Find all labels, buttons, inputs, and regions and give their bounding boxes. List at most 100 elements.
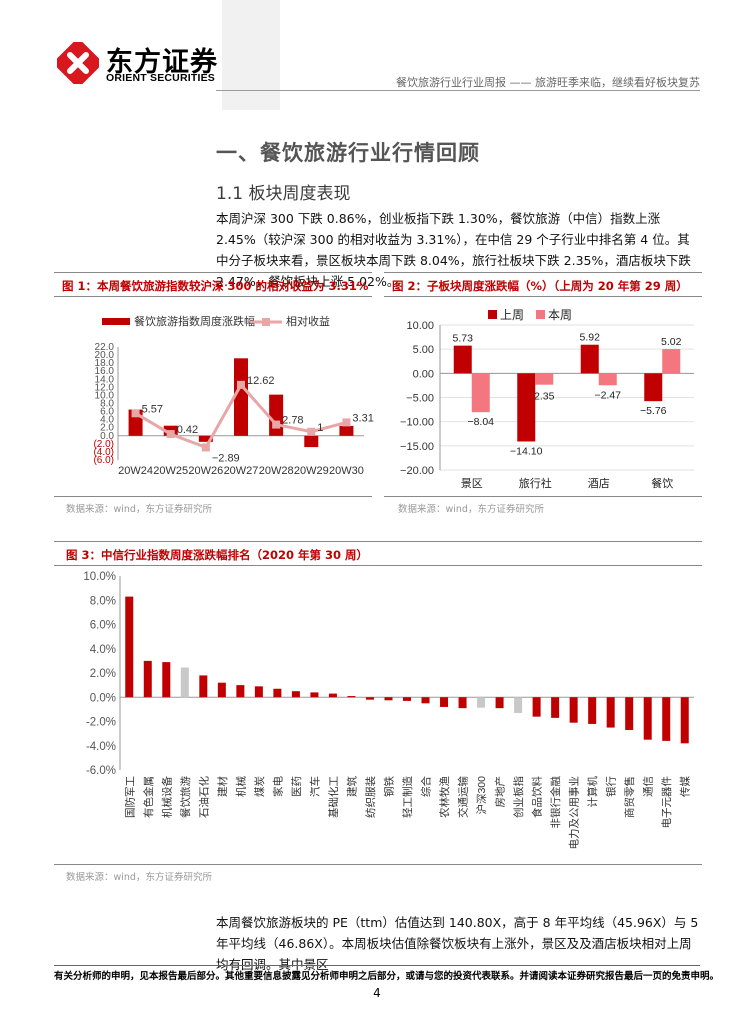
fig3-bar — [217, 682, 226, 698]
fig2-y-tick-label: 10.00 — [406, 320, 434, 332]
fig3-x-tick-label: 汽车 — [308, 776, 321, 797]
footer-rule — [54, 965, 700, 966]
fig2-bar — [662, 349, 681, 374]
fig1-title: 图 1：本周餐饮旅游指数较沪深 300 的相对收益为 3.31% — [62, 279, 369, 293]
fig3-bar — [662, 697, 671, 741]
fig3-x-tick-label: 创业板指 — [512, 776, 525, 818]
fig3-bar — [680, 697, 689, 744]
fig3-x-tick-label: 国防军工 — [123, 776, 136, 818]
fig3-x-tick-label: 钢铁 — [382, 776, 395, 797]
fig1-y-tick-label: 20.0 — [95, 350, 115, 361]
fig1-data-label: 5.57 — [142, 403, 163, 415]
fig2-y-tick-label: −5.00 — [406, 393, 434, 405]
fig1-legend-line-label: 相对收益 — [286, 314, 330, 328]
fig3-x-tick-label: 纺织服装 — [364, 776, 377, 818]
fig1-data-label: 0.42 — [177, 424, 198, 436]
fig1-y-tick-label: 16.0 — [95, 366, 115, 377]
fig3-bar — [514, 697, 523, 714]
fig2-legend-curr-label: 本周 — [548, 308, 572, 322]
fig3-bar — [125, 596, 134, 698]
header-rule — [216, 90, 700, 91]
footer-disclaimer: 有关分析师的申明，见本报告最后部分。其他重要信息披露见分析师申明之后部分，或请与… — [54, 971, 720, 982]
fig1-y-tick-label: 14.0 — [95, 374, 115, 385]
fig2-title: 图 2：子板块周度涨跌幅（%）（上周为 20 年第 29 周） — [392, 279, 688, 293]
logo-chinese-name: 东方证券 — [106, 47, 218, 78]
fig1-bar — [234, 358, 248, 436]
fig2-y-tick-label: −15.00 — [400, 441, 434, 453]
fig3-x-tick-label: 房地产 — [494, 776, 507, 808]
fig3-x-tick-label: 石油石化 — [197, 776, 210, 818]
fig2-bar — [517, 373, 536, 442]
fig1-y-tick-label: 22.0 — [95, 342, 115, 353]
fig3-bar — [588, 697, 597, 724]
intro-paragraph: 本周沪深 300 下跌 0.86%，创业板指下跌 1.30%，餐饮旅游（中信）指… — [216, 211, 691, 289]
fig3-y-tick-label: -2.0% — [86, 717, 116, 729]
fig1-y-tick-label: 2.0 — [100, 423, 114, 434]
fig1-data-label: −2.89 — [212, 452, 240, 464]
fig1-line-point — [166, 430, 175, 439]
fig3-bar — [180, 667, 189, 698]
fig1-legend-bar-swatch — [102, 318, 130, 325]
fig3-y-tick-label: 10.0% — [83, 571, 116, 583]
fig3-bar — [403, 697, 411, 701]
fig2-data-label: −14.10 — [510, 445, 543, 457]
fig3-bar — [569, 697, 578, 723]
fig2-bar — [598, 373, 617, 386]
header-decoration — [222, 0, 280, 110]
fig2-data-label: 5.73 — [453, 333, 474, 345]
fig2-legend: 上周 本周 — [488, 308, 572, 322]
fig2-y-tick-label: 0.00 — [413, 368, 434, 380]
fig1-x-tick-label: 20W24 — [118, 465, 153, 477]
fig1-legend-bar-label: 餐饮旅游指数周度涨跌幅 — [134, 314, 255, 328]
fig1-line-point — [272, 420, 281, 429]
report-header-title: 餐饮旅游行业行业周报 —— 旅游旺季来临，继续看好板块复苏 — [396, 76, 700, 89]
fig3-y-tick-label: 0.0% — [90, 692, 116, 704]
fig3-bar — [236, 685, 245, 698]
fig1-bottom-rule — [54, 496, 372, 497]
fig2-x-tick-label: 酒店 — [588, 476, 610, 490]
fig1-chart: 餐饮旅游指数周度涨跌幅 相对收益 22.020.018.016.014.012.… — [93, 314, 373, 477]
fig3-bar — [421, 697, 430, 704]
fig2-data-label: 5.92 — [580, 332, 601, 344]
fig3-bar — [495, 697, 504, 709]
fig3-x-tick-label: 农林牧渔 — [438, 776, 451, 818]
fig3-bar — [643, 697, 652, 740]
fig2-x-tick-label: 餐饮 — [651, 476, 673, 490]
fig1-data-label: 2.78 — [282, 415, 303, 427]
fig3-y-tick-label: 6.0% — [90, 620, 116, 632]
fig3-bar — [143, 660, 152, 698]
fig3-bar — [291, 691, 300, 698]
fig1-top-rule — [54, 272, 372, 273]
fig2-data-label: −5.76 — [640, 405, 667, 417]
fig3-x-tick-label: 机械 — [234, 776, 247, 797]
fig2-bottom-rule — [384, 496, 702, 497]
fig1-data-label: 3.31 — [352, 412, 373, 424]
fig3-bar — [310, 692, 319, 698]
fig2-bar — [535, 373, 554, 385]
fig1-title-rule — [54, 296, 372, 297]
fig3-x-tick-label: 商贸零售 — [623, 776, 636, 818]
valuation-paragraph: 本周餐饮旅游板块的 PE（ttm）估值达到 140.80X，高于 8 年平均线（… — [216, 915, 699, 972]
section-subtitle: 1.1 板块周度表现 — [216, 184, 351, 204]
fig3-bar — [625, 697, 634, 730]
fig3-bar — [254, 686, 263, 698]
fig3-bar — [199, 675, 208, 698]
fig1-bar — [269, 394, 284, 436]
fig1-y-tick-label: 4.0 — [100, 415, 114, 426]
logo-english-name: ORIENT SECURITIES — [106, 72, 215, 84]
fig3-x-tick-label: 银行 — [605, 776, 618, 797]
fig3-bar — [440, 697, 449, 707]
fig3-source: 数据来源：wind，东方证券研究所 — [66, 872, 212, 883]
fig3-chart: 10.0% 8.0% 6.0% 4.0% 2.0% 0.0% -2.0% -4.0% -6.0%… — [83, 571, 694, 850]
fig3-x-tick-label: 沪深300 — [475, 776, 488, 815]
fig1-bar — [339, 425, 354, 436]
fig3-bar — [458, 697, 467, 709]
fig1-x-tick-label: 20W25 — [153, 465, 188, 477]
fig1-source: 数据来源：wind，东方证券研究所 — [66, 504, 212, 515]
fig3-x-tick-label: 基础化工 — [327, 776, 340, 818]
fig3-x-tick-label: 传媒 — [679, 776, 692, 797]
fig1-y-tick-label: 6.0 — [100, 407, 114, 418]
fig1-y-tick-label: (4.0) — [93, 447, 114, 458]
fig1-bar — [304, 435, 319, 448]
fig2-y-tick-label: −10.00 — [400, 417, 434, 429]
